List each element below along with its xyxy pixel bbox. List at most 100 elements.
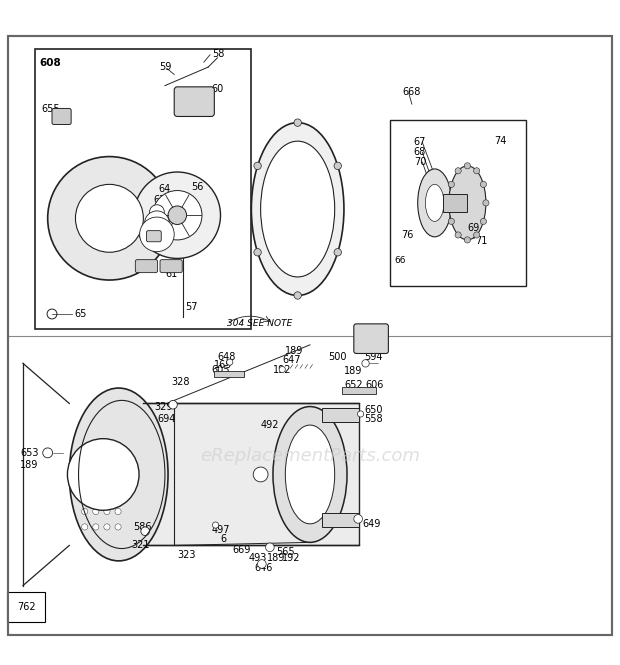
Circle shape bbox=[82, 493, 88, 499]
Circle shape bbox=[144, 211, 169, 235]
Bar bbox=[322, 408, 360, 422]
Text: 321: 321 bbox=[131, 541, 149, 551]
Circle shape bbox=[47, 309, 57, 319]
Text: 56: 56 bbox=[192, 182, 204, 192]
Circle shape bbox=[455, 168, 461, 174]
Circle shape bbox=[93, 509, 99, 515]
Ellipse shape bbox=[273, 406, 347, 543]
Circle shape bbox=[115, 509, 121, 515]
Text: 493: 493 bbox=[248, 553, 267, 563]
Circle shape bbox=[294, 119, 301, 126]
Text: 189: 189 bbox=[344, 366, 362, 376]
Bar bbox=[322, 513, 360, 527]
Text: 329: 329 bbox=[154, 402, 173, 412]
Bar bbox=[143, 404, 360, 545]
Text: 605: 605 bbox=[211, 364, 230, 374]
Circle shape bbox=[134, 172, 221, 259]
Bar bbox=[390, 120, 526, 286]
Circle shape bbox=[455, 232, 461, 238]
FancyBboxPatch shape bbox=[354, 324, 388, 354]
Circle shape bbox=[213, 522, 219, 528]
Text: 323: 323 bbox=[177, 550, 196, 560]
Text: 565: 565 bbox=[276, 547, 294, 557]
Text: 61: 61 bbox=[165, 269, 177, 279]
Text: 69: 69 bbox=[467, 223, 480, 233]
Text: 63: 63 bbox=[154, 195, 166, 205]
Circle shape bbox=[480, 218, 487, 225]
Ellipse shape bbox=[418, 169, 451, 237]
Circle shape bbox=[254, 162, 261, 170]
FancyBboxPatch shape bbox=[160, 259, 182, 273]
Circle shape bbox=[104, 509, 110, 515]
Circle shape bbox=[334, 162, 342, 170]
Circle shape bbox=[93, 493, 99, 499]
Text: 57: 57 bbox=[185, 301, 198, 312]
FancyBboxPatch shape bbox=[174, 87, 215, 116]
Text: 649: 649 bbox=[363, 519, 381, 529]
Text: 192: 192 bbox=[273, 364, 291, 374]
Circle shape bbox=[104, 462, 110, 468]
Text: 60: 60 bbox=[211, 84, 223, 94]
Circle shape bbox=[279, 366, 285, 372]
Circle shape bbox=[464, 163, 471, 169]
Text: 694: 694 bbox=[157, 414, 175, 424]
FancyBboxPatch shape bbox=[146, 231, 161, 242]
Text: 655: 655 bbox=[42, 104, 60, 114]
Text: 74: 74 bbox=[494, 136, 507, 146]
Text: 71: 71 bbox=[476, 236, 488, 246]
Circle shape bbox=[82, 509, 88, 515]
Text: 66: 66 bbox=[394, 255, 405, 265]
Circle shape bbox=[253, 467, 268, 482]
Ellipse shape bbox=[425, 184, 444, 221]
Circle shape bbox=[104, 493, 110, 499]
Text: 64: 64 bbox=[159, 184, 171, 194]
Circle shape bbox=[265, 543, 274, 551]
Circle shape bbox=[104, 477, 110, 483]
Circle shape bbox=[448, 218, 454, 225]
Circle shape bbox=[448, 182, 454, 188]
Text: 189: 189 bbox=[267, 553, 285, 563]
Text: 646: 646 bbox=[254, 563, 273, 573]
Text: 586: 586 bbox=[133, 522, 151, 532]
Circle shape bbox=[254, 249, 261, 256]
Circle shape bbox=[474, 168, 480, 174]
Text: 653: 653 bbox=[20, 448, 38, 458]
Circle shape bbox=[43, 448, 53, 458]
Circle shape bbox=[93, 462, 99, 468]
Circle shape bbox=[115, 477, 121, 483]
Circle shape bbox=[115, 524, 121, 530]
Text: 652: 652 bbox=[344, 380, 363, 390]
Text: 62: 62 bbox=[154, 242, 167, 252]
Text: 608: 608 bbox=[40, 59, 61, 68]
Circle shape bbox=[82, 524, 88, 530]
Circle shape bbox=[358, 411, 364, 417]
Text: 648: 648 bbox=[218, 352, 236, 362]
Circle shape bbox=[354, 515, 363, 523]
Text: 606: 606 bbox=[366, 380, 384, 390]
FancyBboxPatch shape bbox=[52, 108, 71, 124]
Circle shape bbox=[227, 359, 233, 365]
Text: 58: 58 bbox=[213, 49, 225, 59]
Text: 76: 76 bbox=[401, 230, 414, 240]
Circle shape bbox=[153, 191, 202, 240]
Text: 501: 501 bbox=[364, 329, 382, 338]
Text: 325: 325 bbox=[94, 469, 113, 479]
Text: 6: 6 bbox=[221, 534, 227, 544]
Text: 492: 492 bbox=[260, 420, 279, 430]
Circle shape bbox=[48, 156, 171, 280]
Circle shape bbox=[93, 524, 99, 530]
Text: 669: 669 bbox=[233, 545, 251, 555]
Circle shape bbox=[141, 527, 149, 535]
Circle shape bbox=[483, 200, 489, 206]
Text: 762: 762 bbox=[17, 602, 35, 612]
FancyBboxPatch shape bbox=[135, 259, 157, 273]
Circle shape bbox=[257, 560, 266, 569]
Circle shape bbox=[115, 493, 121, 499]
Circle shape bbox=[334, 249, 342, 256]
Circle shape bbox=[104, 524, 110, 530]
Circle shape bbox=[93, 477, 99, 483]
Text: 68: 68 bbox=[414, 147, 426, 157]
Circle shape bbox=[480, 182, 487, 188]
Circle shape bbox=[294, 292, 301, 299]
Bar bbox=[215, 371, 244, 377]
